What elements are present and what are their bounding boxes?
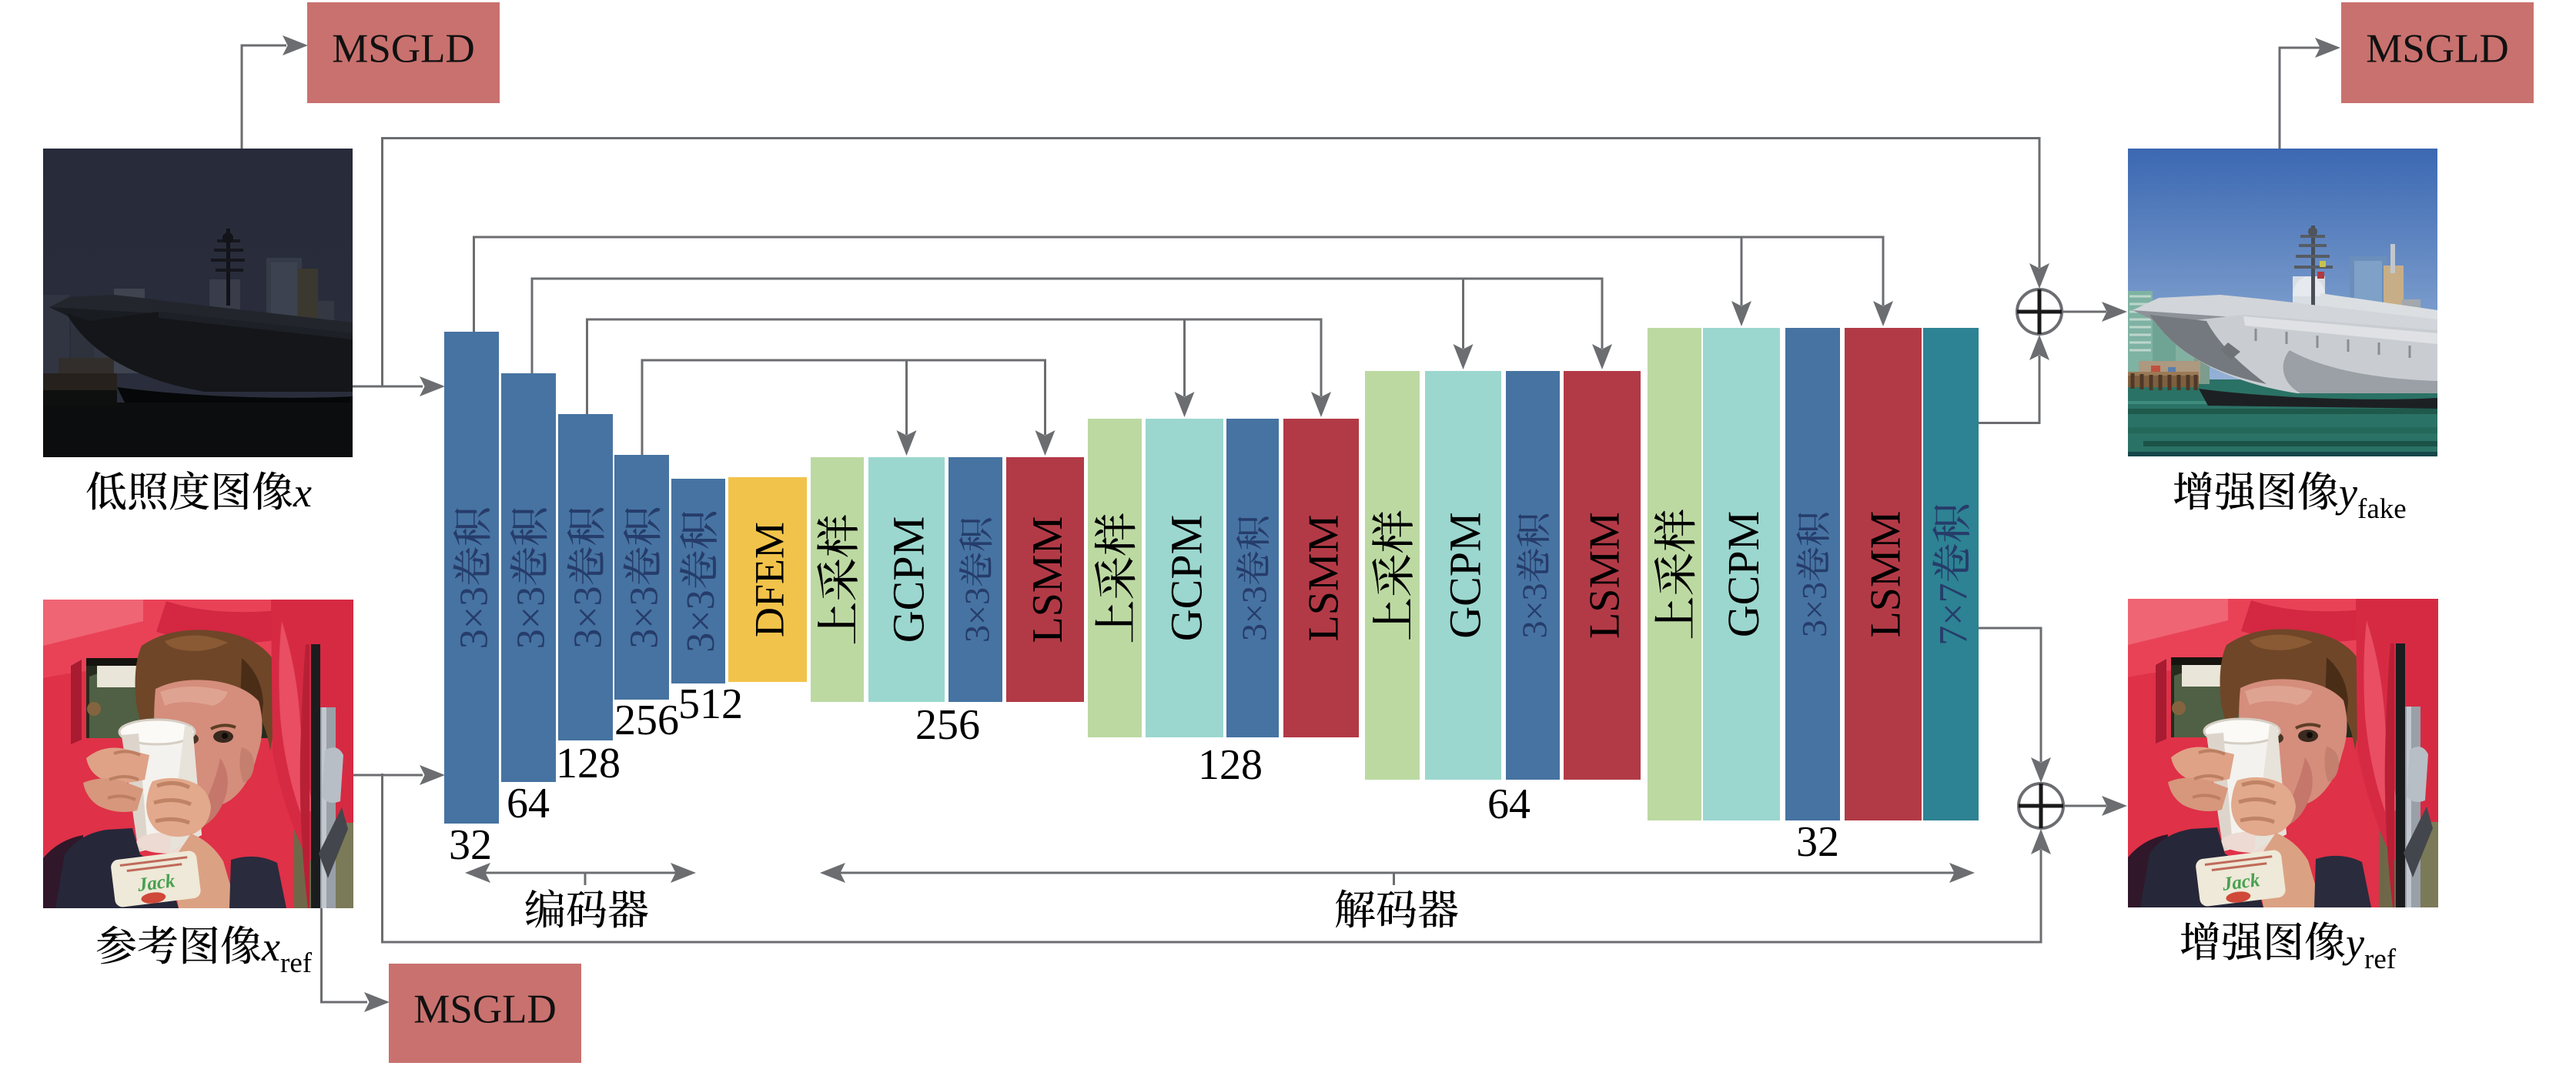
svg-text:LSMM: LSMM — [1581, 512, 1628, 639]
svg-text:GCPM: GCPM — [884, 516, 934, 643]
svg-text:64: 64 — [507, 780, 550, 827]
svg-text:7×7: 7×7 — [1932, 583, 1975, 645]
svg-text:3×3: 3×3 — [1795, 582, 1834, 637]
svg-text:128: 128 — [556, 740, 621, 787]
svg-text:3×3: 3×3 — [958, 587, 997, 643]
svg-text:64: 64 — [1487, 780, 1531, 828]
svg-text:y: y — [2342, 920, 2364, 966]
svg-text:32: 32 — [449, 821, 492, 869]
svg-text:x: x — [261, 924, 280, 970]
svg-text:x: x — [293, 470, 312, 516]
svg-text:3×3: 3×3 — [452, 586, 496, 649]
svg-text:fake: fake — [2357, 493, 2407, 525]
svg-text:DFEM: DFEM — [747, 522, 793, 637]
svg-text:GCPM: GCPM — [1440, 512, 1490, 638]
svg-text:3×3: 3×3 — [679, 590, 723, 652]
svg-text:3×3: 3×3 — [509, 586, 553, 649]
svg-text:512: 512 — [678, 680, 743, 728]
svg-text:256: 256 — [614, 697, 679, 744]
svg-text:128: 128 — [1198, 741, 1263, 789]
svg-text:256: 256 — [915, 701, 980, 749]
svg-text:GCPM: GCPM — [1718, 511, 1768, 637]
svg-text:ref: ref — [280, 947, 313, 979]
svg-text:MSGLD: MSGLD — [2366, 27, 2509, 72]
svg-text:32: 32 — [1796, 818, 1839, 866]
svg-text:LSMM: LSMM — [1300, 515, 1347, 642]
svg-text:3×3: 3×3 — [1235, 586, 1274, 641]
svg-text:LSMM: LSMM — [1024, 516, 1072, 643]
svg-text:LSMM: LSMM — [1862, 511, 1909, 638]
svg-text:3×3: 3×3 — [1515, 583, 1554, 639]
svg-text:ref: ref — [2364, 944, 2397, 975]
svg-text:GCPM: GCPM — [1162, 515, 1212, 641]
svg-text:MSGLD: MSGLD — [413, 987, 557, 1032]
svg-text:y: y — [2335, 470, 2357, 516]
svg-text:3×3: 3×3 — [566, 586, 610, 648]
svg-text:3×3: 3×3 — [622, 586, 666, 648]
svg-text:MSGLD: MSGLD — [332, 27, 475, 72]
